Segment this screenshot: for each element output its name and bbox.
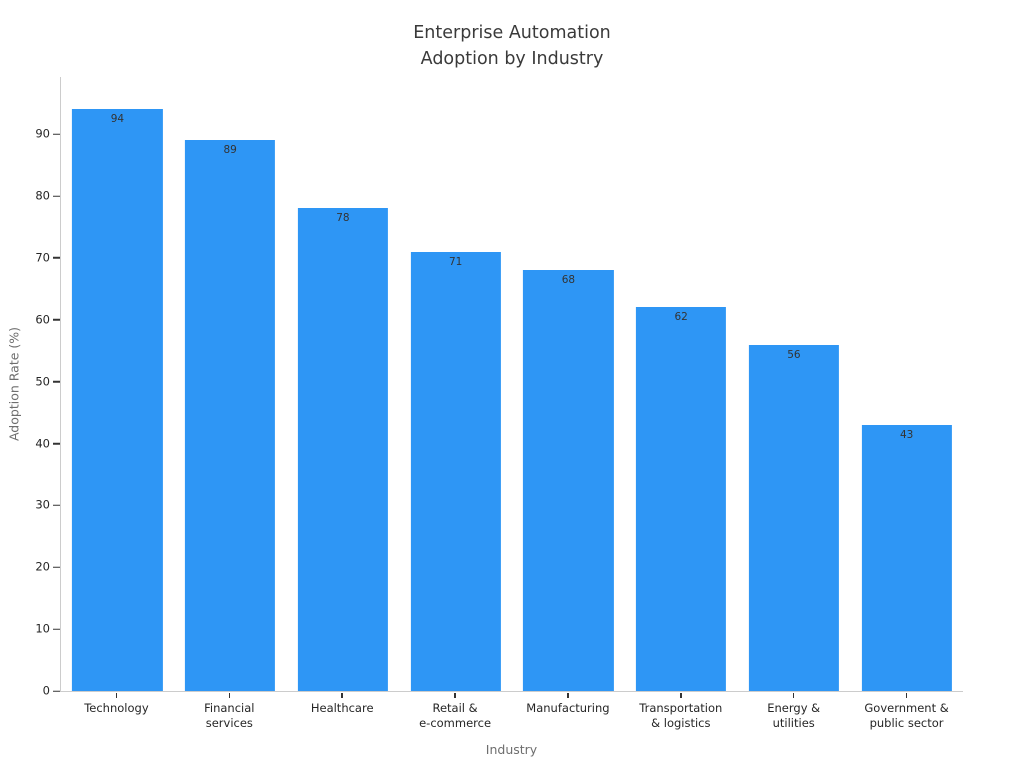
x-tick-mark	[454, 693, 456, 698]
x-tick-mark	[567, 693, 569, 698]
y-tick-mark	[53, 442, 60, 445]
bar-slot: 78	[287, 77, 400, 691]
y-tick-label: 50	[35, 374, 50, 389]
x-tick-mark	[680, 693, 682, 698]
y-tick-mark	[53, 133, 60, 135]
x-tick-label: Financial services	[204, 700, 255, 730]
bars-container: 94 89 78 71 68 62 56 43	[61, 77, 963, 691]
y-tick-mark	[53, 566, 60, 569]
x-tick-label: Healthcare	[310, 700, 374, 715]
bar-value-label: 62	[674, 311, 688, 324]
y-tick-label: 60	[35, 312, 50, 327]
chart-title: Enterprise Automation Adoption by Indust…	[413, 23, 611, 69]
x-tick-mark	[115, 693, 118, 698]
x-tick-cell: Manufacturing	[512, 693, 625, 731]
bar-transportation-logistics: 62	[636, 307, 727, 691]
y-tick-mark	[53, 690, 60, 692]
x-tick-label: Transportation & logistics	[639, 700, 723, 730]
x-tick-cell: Transportation & logistics	[624, 693, 737, 731]
bar-slot: 62	[625, 77, 738, 691]
y-tick-mark	[53, 195, 60, 197]
x-tick-mark	[228, 693, 231, 698]
y-tick-mark	[53, 319, 60, 321]
bar-technology: 94	[72, 109, 163, 691]
y-tick-mark	[53, 628, 60, 630]
bar-value-label: 56	[787, 348, 801, 361]
x-tick-label: Retail & e-commerce	[419, 700, 492, 730]
bar-energy-utilities: 56	[748, 344, 839, 691]
x-tick-mark	[792, 693, 795, 698]
y-tick-label: 40	[35, 436, 50, 451]
x-axis-title: Industry	[485, 742, 538, 757]
x-tick-label: Technology	[84, 700, 149, 715]
x-tick-mark	[341, 693, 343, 698]
x-tick-label: Manufacturing	[526, 700, 610, 715]
x-tick-cell: Financial services	[173, 693, 286, 731]
bar-value-label: 94	[110, 113, 125, 126]
x-tick-label: Energy & utilities	[767, 700, 821, 730]
y-tick-label: 0	[42, 683, 50, 698]
bar-retail-e-commerce: 71	[410, 251, 501, 691]
y-tick-mark	[53, 257, 60, 259]
bar-value-label: 89	[223, 144, 237, 157]
plot-area: 0 10 20 30 40 50 60 70 80 90 94 89 78 71 68 62 56 43	[35, 77, 963, 697]
x-tick-cell: Energy & utilities	[737, 693, 850, 731]
bar-value-label: 68	[561, 274, 576, 287]
x-tick-cell: Healthcare	[286, 693, 399, 731]
y-tick-label: 20	[35, 559, 50, 574]
bar-slot: 56	[738, 77, 851, 691]
x-tick-cell: Retail & e-commerce	[399, 693, 512, 731]
y-tick-mark	[53, 504, 60, 507]
y-tick-mark	[53, 380, 60, 383]
y-tick-label: 70	[35, 250, 50, 265]
bar-slot: 89	[174, 77, 287, 691]
x-tick-cell: Government & public sector	[850, 693, 963, 731]
x-tick-label: Government & public sector	[864, 700, 949, 730]
x-tick-cell: Technology	[60, 693, 173, 731]
y-tick-label: 90	[35, 126, 50, 141]
x-tick-mark	[905, 693, 908, 698]
bar-value-label: 43	[899, 428, 914, 441]
x-axis-ticks: Technology Financial services Healthcare Re…	[60, 693, 963, 731]
bar-manufacturing: 68	[523, 270, 614, 691]
bar-slot: 71	[399, 77, 512, 691]
bar-financial-services: 89	[185, 140, 276, 691]
bar-slot: 68	[512, 77, 625, 691]
bar-slot: 43	[850, 77, 963, 691]
y-tick-label: 80	[35, 188, 50, 203]
bar-value-label: 78	[336, 212, 350, 225]
bar-government-public-sector: 43	[861, 424, 952, 691]
bar-value-label: 71	[448, 255, 463, 268]
y-tick-label: 10	[35, 621, 50, 636]
y-tick-label: 30	[35, 497, 50, 512]
bar-slot: 94	[61, 77, 174, 691]
bar-healthcare: 78	[297, 208, 388, 691]
